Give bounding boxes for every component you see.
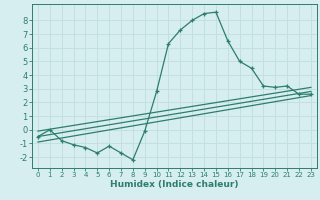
X-axis label: Humidex (Indice chaleur): Humidex (Indice chaleur) [110,180,239,189]
